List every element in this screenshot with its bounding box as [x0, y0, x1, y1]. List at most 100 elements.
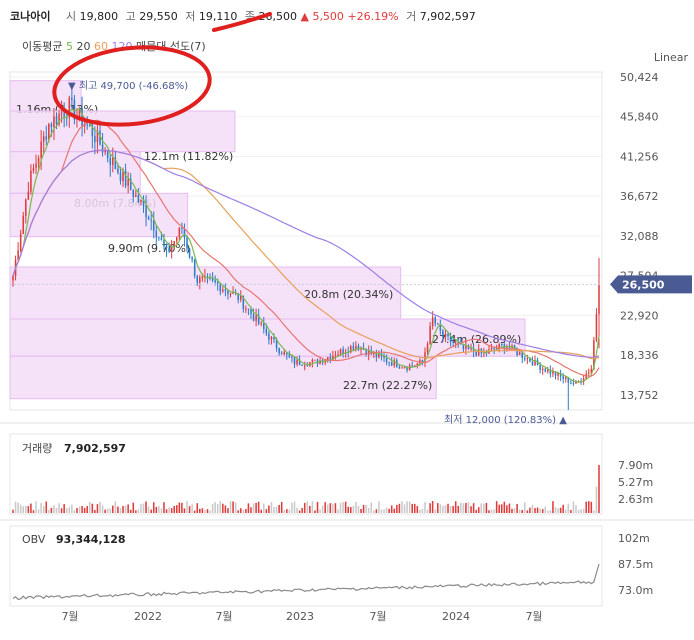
candle-body — [60, 113, 63, 115]
candle-body — [375, 352, 378, 358]
candle-body — [429, 326, 431, 344]
volume-bar — [526, 510, 529, 513]
volume-bar — [206, 509, 209, 513]
candle-body — [483, 352, 485, 354]
candle-body — [48, 124, 50, 140]
scale-toggle-button[interactable]: Linear — [653, 51, 688, 64]
volume-bar — [485, 502, 488, 513]
candle-body — [390, 362, 393, 366]
volume-bar — [188, 506, 191, 513]
candle-body — [45, 136, 48, 140]
candle-body — [385, 358, 388, 362]
volume-bar — [582, 508, 585, 513]
candle-body — [242, 295, 245, 310]
ma20-label: 20 — [76, 40, 91, 53]
volume-bar — [419, 509, 421, 513]
x-axis-label: 7월 — [525, 610, 542, 623]
candle-body — [193, 259, 196, 276]
candle-body — [595, 314, 598, 341]
volume-panel-frame — [9, 433, 603, 515]
obv-axis-label: 102m — [618, 532, 650, 545]
candle-body — [360, 348, 362, 350]
candle-body — [140, 200, 142, 202]
volume-bar — [114, 501, 117, 513]
candle-body — [186, 237, 188, 249]
volume-bar — [595, 486, 598, 513]
volume-bar — [237, 510, 239, 513]
volume-bar — [58, 503, 60, 513]
candle-body — [329, 357, 332, 360]
volume-bar — [252, 503, 255, 513]
volume-bar — [250, 507, 252, 513]
candle-body — [452, 341, 454, 343]
volume-bar — [559, 507, 562, 513]
volume-bar — [60, 508, 63, 513]
volume-bar — [81, 506, 83, 513]
ma-label: 이동평균 — [22, 40, 63, 53]
volume-profile-label: 22.7m (22.27%) — [343, 379, 432, 392]
candle-body — [147, 217, 150, 220]
volume-bar — [401, 501, 403, 513]
high-label: 고 — [125, 10, 136, 23]
candle-body — [508, 347, 511, 349]
volume-bar — [273, 507, 275, 513]
volume-bar — [339, 502, 342, 513]
volume-bar — [375, 509, 378, 513]
volume-bar — [222, 503, 224, 513]
candle-body — [337, 354, 339, 356]
volume-bar — [467, 502, 470, 513]
volume-bar — [168, 507, 170, 513]
volume-bar — [460, 502, 462, 513]
volume-bar — [378, 501, 380, 513]
volume-bar — [101, 505, 104, 513]
volume-bar — [493, 509, 495, 513]
candle-body — [25, 199, 27, 216]
candle-body — [444, 333, 447, 337]
volume-bar — [296, 507, 298, 513]
candle-body — [250, 309, 252, 315]
candle-body — [462, 344, 465, 349]
annotation-circle — [52, 45, 212, 127]
ma5-line — [12, 107, 600, 383]
candle-body — [260, 323, 262, 325]
volume-bar — [211, 503, 214, 513]
volume-bar — [104, 509, 106, 513]
candle-body — [270, 337, 273, 340]
close-label: 종 — [244, 10, 255, 23]
volume-bar — [147, 506, 150, 513]
candle-body — [383, 356, 385, 359]
volume-bar — [270, 502, 273, 513]
change-value: ▲ 5,500 — [300, 10, 344, 23]
volume-bar — [40, 503, 42, 513]
candle-body — [437, 323, 439, 325]
volume-bar — [42, 506, 45, 513]
volume-bar — [424, 502, 426, 513]
candle-body — [27, 191, 30, 200]
candle-body — [498, 343, 500, 349]
x-axis-label: 7월 — [61, 610, 78, 623]
volume-bar — [506, 505, 508, 513]
volume-bar — [536, 507, 539, 513]
candle-body — [332, 355, 334, 360]
candle-body — [150, 219, 152, 221]
volume-bar — [309, 505, 311, 513]
volume-bar — [454, 501, 457, 513]
volume-bar — [124, 505, 127, 513]
candle-body — [104, 150, 106, 153]
volume-bar — [337, 509, 339, 513]
volume-bar — [388, 508, 390, 513]
candle-body — [53, 116, 55, 128]
volume-bar — [329, 503, 332, 513]
volume-bar — [518, 509, 521, 513]
candle-body — [577, 380, 580, 382]
candle-body — [411, 365, 413, 367]
volume-bar — [462, 503, 465, 513]
candle-body — [94, 136, 96, 143]
candle-body — [342, 349, 344, 354]
candle-body — [199, 277, 201, 283]
price-header: 코나아이 시 19,800 고 29,550 저 19,110 종 26,500… — [10, 8, 476, 24]
candle-body — [587, 372, 590, 374]
candle-body — [78, 108, 81, 116]
candle-body — [88, 124, 91, 126]
